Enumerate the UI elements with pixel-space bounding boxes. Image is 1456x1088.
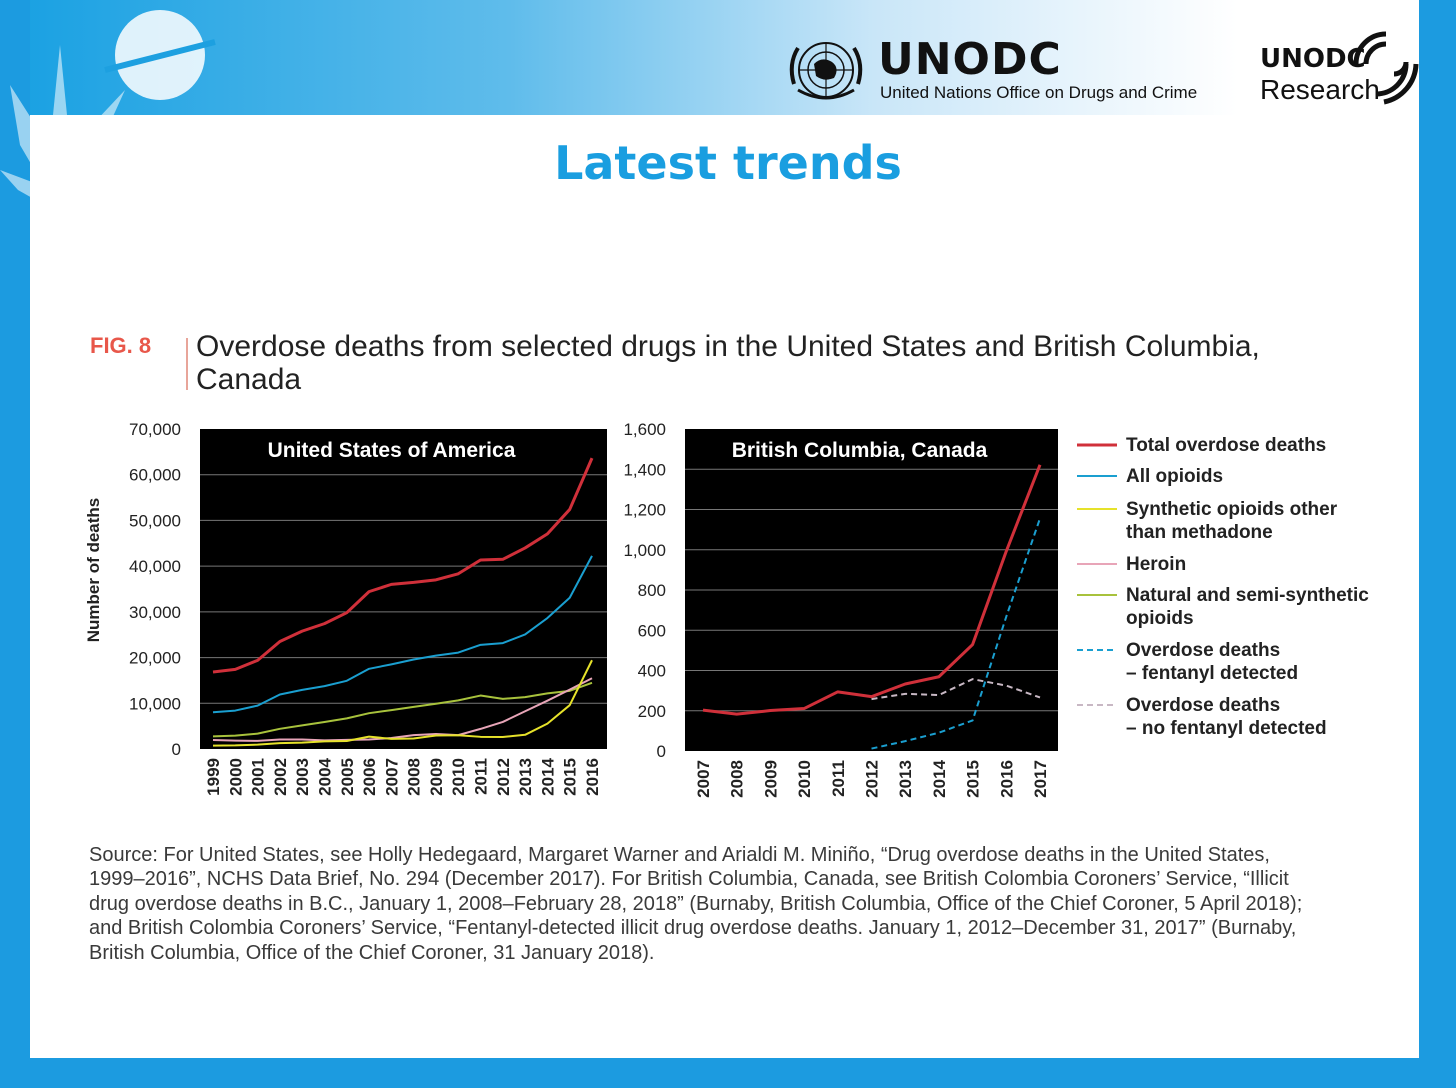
bottom-border — [0, 1058, 1456, 1088]
chart-1-y-tick-label: 40,000 — [129, 557, 181, 576]
right-border — [1419, 0, 1456, 1088]
chart-1-x-tick-label: 2003 — [293, 758, 312, 796]
chart-1-x-tick-label: 2014 — [538, 757, 557, 795]
chart-1-series-line — [212, 555, 593, 714]
chart-2-y-tick-label: 200 — [638, 702, 666, 721]
research-logo-top: UNODC — [1260, 44, 1366, 74]
chart-2-x-tick-label: 2017 — [1031, 760, 1050, 798]
chart-1-x-tick-label: 1999 — [204, 758, 223, 796]
chart-1-x-tick-label: 2004 — [315, 757, 334, 795]
chart-2-x-tick-label: 2007 — [694, 760, 713, 798]
chart-2-x-tick-label: 2011 — [829, 760, 848, 797]
chart-2-series-line — [871, 518, 1041, 750]
chart-2-y-tick-label: 1,400 — [623, 460, 666, 479]
legend-label: Overdose deaths – no fentanyl detected — [1126, 695, 1327, 739]
chart-2-title: British Columbia, Canada — [732, 439, 988, 462]
chart-2-x-tick-label: 2010 — [795, 760, 814, 798]
chart-1-x-tick-label: 2010 — [449, 758, 468, 796]
page-title: Latest trends — [554, 136, 902, 190]
chart-1-x-tick-label: 2008 — [405, 758, 424, 796]
legend-label: Heroin — [1126, 554, 1186, 575]
unodc-logo: UNODC United Nations Office on Drugs and… — [784, 34, 1204, 106]
chart-1-x-tick-label: 2001 — [249, 758, 268, 796]
chart-2-x-tick-label: 2008 — [728, 760, 747, 798]
chart-2-x-tick-label: 2016 — [997, 760, 1016, 798]
chart-1-series-line — [212, 681, 593, 738]
unodc-research-logo: UNODC Research — [1256, 14, 1426, 109]
chart-2-y-tick-label: 800 — [638, 581, 666, 600]
chart-legend: Total overdose deaths All opioids Syntheti… — [1077, 435, 1369, 739]
chart-2-y-tick-label: 1,000 — [623, 541, 666, 560]
unodc-subtitle: United Nations Office on Drugs and Crime — [880, 83, 1198, 102]
figure-label: FIG. 8 — [90, 333, 152, 358]
chart-1-x-tick-label: 2009 — [427, 758, 446, 796]
header-band — [0, 0, 1456, 115]
chart-2: 0 200 400 600 800 1,000 1,200 1,400 1,600 2007 200… — [623, 420, 1058, 798]
chart-1-title: United States of America — [268, 439, 516, 462]
un-emblem-icon — [789, 42, 863, 100]
unodc-wordmark: UNODC — [878, 34, 1062, 85]
chart-1-x-tick-label: 2002 — [271, 758, 290, 796]
figure-divider — [186, 338, 188, 390]
chart-2-series-line — [702, 464, 1042, 716]
legend-label: Synthetic opioids other than methadone — [1126, 499, 1338, 543]
chart-1: 0 10,000 20,000 30,000 40,000 50,000 60,000 70,… — [84, 420, 607, 796]
chart-1-x-tick-label: 2006 — [360, 758, 379, 796]
research-signal-icon — [1353, 31, 1419, 105]
chart-1-x-tick-label: 2005 — [338, 758, 357, 796]
chart-1-y-tick-label: 0 — [172, 740, 181, 759]
chart-1-y-tick-label: 20,000 — [129, 649, 181, 668]
legend-label: All opioids — [1126, 466, 1223, 487]
chart-1-y-tick-label: 30,000 — [129, 603, 181, 622]
chart-1-y-axis-label: Number of deaths — [84, 498, 103, 643]
chart-1-x-tick-label: 2011 — [472, 758, 491, 795]
chart-1-series-line — [212, 457, 594, 674]
chart-2-y-tick-label: 1,200 — [623, 501, 666, 520]
chart-1-x-tick-label: 2015 — [561, 758, 580, 796]
chart-2-y-tick-label: 1,600 — [623, 420, 666, 439]
chart-1-y-tick-label: 10,000 — [129, 694, 181, 713]
chart-1-y-tick-label: 70,000 — [129, 420, 181, 439]
chart-2-y-tick-label: 0 — [657, 742, 666, 761]
chart-1-x-tick-label: 2007 — [382, 758, 401, 796]
chart-1-series-line — [212, 677, 593, 742]
chart-1-x-tick-label: 2012 — [494, 758, 513, 796]
chart-2-y-tick-label: 400 — [638, 662, 666, 681]
chart-2-x-tick-label: 2009 — [761, 760, 780, 798]
overdose-charts: 0 10,000 20,000 30,000 40,000 50,000 60,000 70,… — [84, 420, 1369, 798]
chart-1-x-tick-label: 2000 — [226, 758, 245, 796]
chart-1-x-tick-label: 2013 — [516, 758, 535, 796]
chart-1-x-tick-label: 2016 — [583, 758, 602, 796]
chart-2-x-tick-label: 2015 — [964, 760, 983, 798]
chart-2-x-tick-label: 2012 — [863, 760, 882, 798]
cannabis-leaf-decoration — [0, 10, 216, 230]
chart-2-series-line — [871, 678, 1041, 701]
chart-1-y-tick-label: 60,000 — [129, 466, 181, 485]
chart-2-y-tick-label: 600 — [638, 621, 666, 640]
legend-label: Total overdose deaths — [1126, 435, 1326, 456]
legend-label: Overdose deaths – fentanyl detected — [1126, 640, 1298, 684]
legend-label: Natural and semi-synthetic opioids — [1126, 585, 1369, 629]
chart-2-x-tick-label: 2014 — [930, 759, 949, 797]
chart-1-y-tick-label: 50,000 — [129, 511, 181, 530]
figure-title: Overdose deaths from selected drugs in t… — [196, 330, 1260, 396]
chart-1-series-line — [212, 659, 593, 747]
figure-source: Source: For United States, see Holly Hed… — [89, 844, 1303, 964]
chart-2-x-tick-label: 2013 — [896, 760, 915, 798]
research-logo-bottom: Research — [1260, 74, 1380, 105]
